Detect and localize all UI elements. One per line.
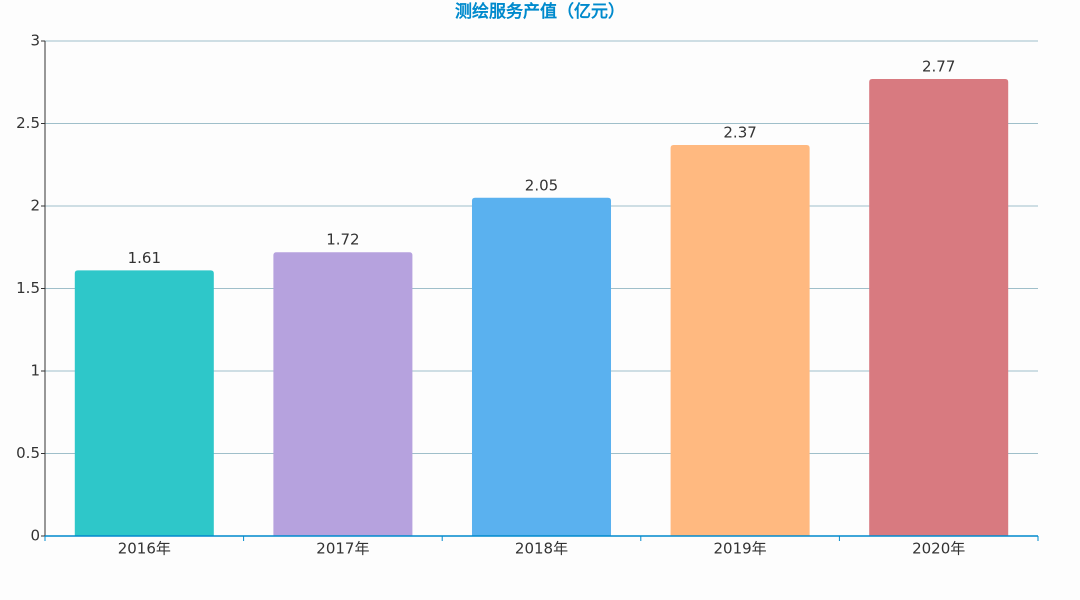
x-tick-label: 2018年 <box>515 540 568 558</box>
y-tick-label: 0.5 <box>16 444 40 462</box>
y-tick-label: 2 <box>30 197 40 215</box>
y-tick-label: 1.5 <box>16 279 40 297</box>
y-tick-label: 1 <box>30 362 40 380</box>
data-label: 1.61 <box>128 249 161 267</box>
x-tick-label: 2019年 <box>714 540 767 558</box>
y-tick-label: 0 <box>30 527 40 545</box>
bar <box>670 144 810 536</box>
x-tick-label: 2020年 <box>912 540 965 558</box>
bar <box>273 252 413 536</box>
x-tick-label: 2016年 <box>118 540 171 558</box>
data-label: 2.37 <box>723 123 756 141</box>
y-tick-label: 2.5 <box>16 114 40 132</box>
bar <box>869 78 1009 536</box>
data-label: 2.05 <box>525 176 558 194</box>
chart-title: 测绘服务产值（亿元） <box>455 1 625 22</box>
y-tick-label: 3 <box>30 32 40 50</box>
x-tick-label: 2017年 <box>316 540 369 558</box>
data-label: 2.77 <box>922 57 955 75</box>
bar <box>471 197 612 536</box>
data-label: 1.72 <box>326 231 359 249</box>
bar <box>74 270 214 536</box>
